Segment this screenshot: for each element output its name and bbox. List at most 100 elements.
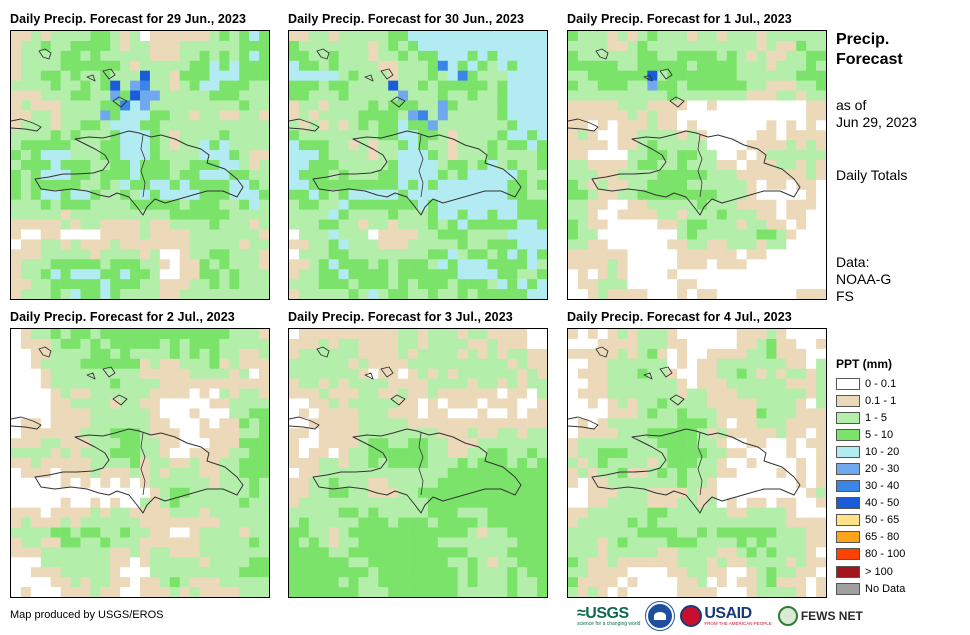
precip-cell xyxy=(189,517,200,528)
precip-cell xyxy=(70,279,81,290)
precip-map[interactable] xyxy=(567,328,827,598)
precip-cell xyxy=(298,169,310,181)
precip-cell xyxy=(249,130,260,141)
precip-cell xyxy=(239,438,250,449)
precip-map[interactable] xyxy=(567,30,827,300)
precip-map[interactable] xyxy=(10,328,270,598)
precip-cell xyxy=(597,398,608,409)
precip-cell xyxy=(239,209,250,220)
precip-map[interactable] xyxy=(10,30,270,300)
precip-cell xyxy=(338,358,349,370)
precip-cell xyxy=(90,279,101,290)
precip-cell xyxy=(149,497,161,508)
precip-cell xyxy=(90,269,101,280)
precip-cell xyxy=(338,120,349,131)
precip-cell xyxy=(447,249,458,260)
precip-cell xyxy=(746,140,757,151)
precip-cell xyxy=(597,418,608,429)
precip-cell xyxy=(338,130,349,141)
precip-cell xyxy=(537,458,547,469)
precip-cell xyxy=(697,189,708,201)
precip-cell xyxy=(229,160,240,171)
precip-cell xyxy=(517,120,528,131)
precip-cell xyxy=(527,428,538,439)
precip-cell xyxy=(726,60,737,72)
precip-cell xyxy=(756,577,767,588)
precip-cell xyxy=(259,448,269,459)
precip-cell xyxy=(338,477,349,489)
precip-cell xyxy=(229,90,240,101)
precip-cell xyxy=(746,219,757,230)
precip-cell xyxy=(249,358,260,370)
precip-cell xyxy=(816,507,826,518)
precip-cell xyxy=(90,398,101,409)
precip-cell xyxy=(627,428,638,439)
precip-cell xyxy=(338,70,349,81)
precip-cell xyxy=(617,120,628,131)
precip-cell xyxy=(189,80,200,91)
precip-cell xyxy=(477,130,488,141)
precip-cell xyxy=(587,368,599,379)
precip-cell xyxy=(159,130,171,141)
precip-cell xyxy=(568,329,579,340)
precip-cell xyxy=(40,458,51,469)
precip-cell xyxy=(90,537,101,548)
precip-cell xyxy=(587,517,599,528)
precip-cell xyxy=(637,259,648,270)
precip-cell xyxy=(70,90,81,101)
precip-cell xyxy=(60,259,71,270)
precip-cell xyxy=(697,100,708,111)
precip-cell xyxy=(756,179,767,191)
precip-cell xyxy=(149,209,161,220)
legend-label: 65 - 80 xyxy=(865,531,900,544)
precip-cell xyxy=(318,487,329,499)
precip-cell xyxy=(169,388,180,399)
precip-cell xyxy=(467,398,478,409)
precip-map[interactable] xyxy=(288,328,548,598)
precip-cell xyxy=(60,517,71,528)
precip-cell xyxy=(427,249,439,260)
precip-cell xyxy=(766,587,777,597)
precip-cell xyxy=(756,279,767,290)
precip-cell xyxy=(657,269,668,280)
precip-cell xyxy=(667,487,678,499)
precip-cell xyxy=(378,60,389,72)
precip-cell xyxy=(140,110,151,121)
precip-cell xyxy=(179,90,190,101)
precip-cell xyxy=(647,587,658,597)
precip-cell xyxy=(637,527,648,538)
precip-cell xyxy=(130,527,141,538)
precip-cell xyxy=(80,398,91,409)
precip-cell xyxy=(259,338,269,350)
precip-cell xyxy=(40,160,51,171)
precip-cell xyxy=(756,507,767,518)
precip-cell xyxy=(100,398,111,409)
precip-cell xyxy=(289,398,300,409)
precip-cell xyxy=(159,120,171,131)
precip-cell xyxy=(378,279,389,290)
precip-cell xyxy=(338,219,349,230)
precip-cell xyxy=(587,219,599,230)
precip-cell xyxy=(597,517,608,528)
precip-cell xyxy=(677,239,688,250)
precip-cell xyxy=(130,279,141,290)
precip-cell xyxy=(667,547,678,558)
precip-cell xyxy=(298,60,310,72)
precip-cell xyxy=(338,348,349,360)
precip-cell xyxy=(647,249,658,260)
precip-cell xyxy=(70,31,81,42)
precip-cell xyxy=(229,577,240,588)
precip-cell xyxy=(477,160,488,171)
precip-cell xyxy=(527,587,538,597)
precip-cell xyxy=(388,507,399,518)
precip-cell xyxy=(130,587,141,597)
precip-cell xyxy=(796,31,807,42)
precip-cell xyxy=(507,438,518,449)
precip-cell xyxy=(786,90,797,101)
precip-map[interactable] xyxy=(288,30,548,300)
precip-cell xyxy=(219,80,230,91)
precip-cell xyxy=(766,487,777,499)
precip-cell xyxy=(447,467,458,479)
precip-cell xyxy=(796,567,807,578)
precip-cell xyxy=(467,567,478,578)
